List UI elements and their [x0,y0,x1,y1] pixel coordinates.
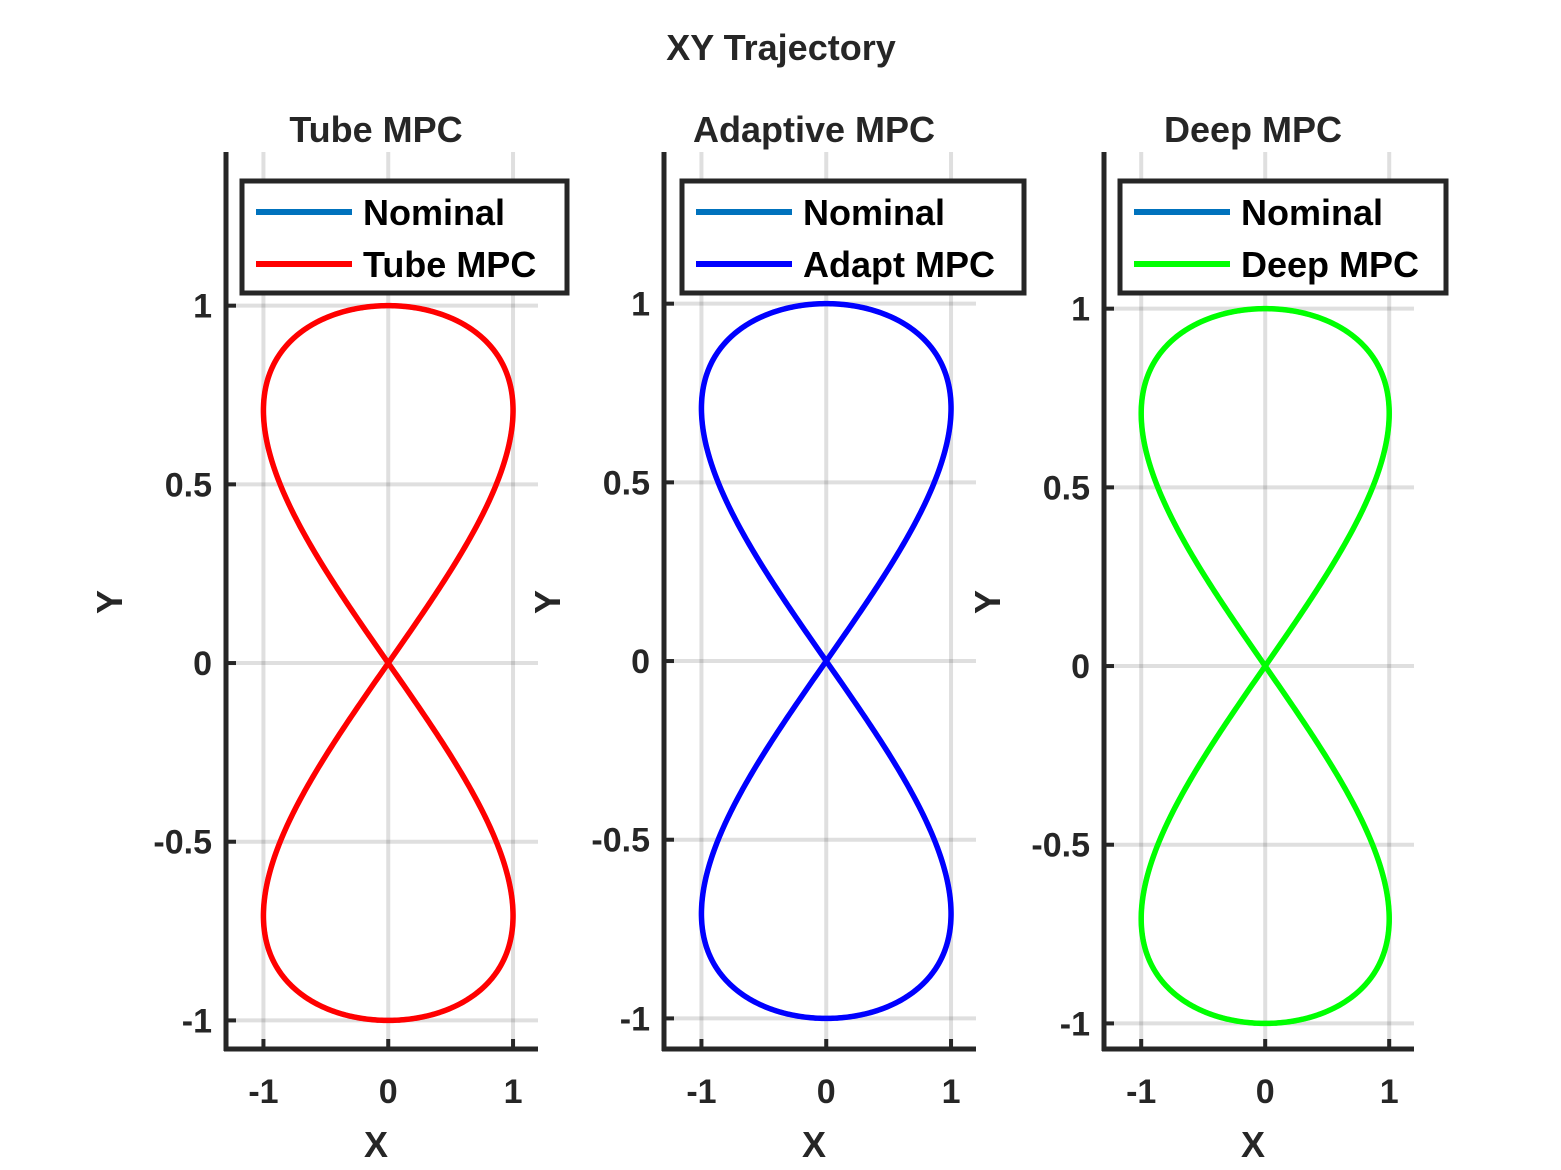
legend: Nominal Tube MPC [239,178,570,296]
legend: Nominal Adapt MPC [679,178,1027,296]
subplot-title: Deep MPC [1164,109,1342,150]
x-tick-label: 0 [1256,1073,1275,1111]
legend-label: Adapt MPC [803,244,995,285]
y-tick-label: 0.5 [1043,469,1090,507]
series-line-adapt-mpc [698,300,954,1022]
legend-label: Deep MPC [1241,244,1419,285]
y-tick-label: -1 [182,1002,212,1040]
legend-label: Tube MPC [363,244,536,285]
legend-label: Nominal [363,192,505,233]
y-tick-label: -0.5 [591,822,650,860]
x-tick-label: -1 [1126,1073,1156,1111]
y-axis-label: Y [967,590,1008,614]
legend-box [1117,178,1449,296]
subplot-title: Tube MPC [289,109,462,150]
y-tick-label: -1 [620,1000,650,1038]
y-tick-label: -1 [1060,1005,1090,1043]
y-tick-label: -0.5 [153,824,212,862]
x-tick-label: 1 [504,1073,523,1111]
y-axis-label: Y [89,590,130,614]
subplot-2: Adaptive MPC -1 0 1 -1 -0.5 0 0.5 1 X Y Nominal Adap… [527,109,1027,1165]
y-tick-label: 0.5 [603,464,650,502]
legend-label: Nominal [803,192,945,233]
x-tick-label: 1 [1380,1073,1399,1111]
x-axis-label: X [1241,1124,1265,1165]
series-line-deep-mpc [1138,305,1392,1027]
subplot-title: Adaptive MPC [693,109,935,150]
legend: Nominal Deep MPC [1117,178,1449,296]
figure-title: XY Trajectory [666,27,895,68]
x-tick-label: -1 [686,1073,716,1111]
x-tick-label: 1 [942,1073,961,1111]
y-axis-label: Y [527,590,568,614]
y-tick-label: -0.5 [1031,827,1090,865]
y-tick-label: 0 [1071,648,1090,686]
y-tick-label: 0 [631,643,650,681]
y-tick-label: 0.5 [165,466,212,504]
x-tick-label: 0 [379,1073,398,1111]
x-axis-label: X [802,1124,826,1165]
y-tick-label: 0 [193,645,212,683]
x-axis-label: X [364,1124,388,1165]
y-tick-label: 1 [1071,291,1090,329]
legend-box [679,178,1027,296]
y-tick-label: 1 [193,288,212,326]
series-line-tube-mpc [260,302,516,1024]
x-tick-label: -1 [248,1073,278,1111]
subplot-3: Deep MPC -1 0 1 -1 -0.5 0 0.5 1 X Y Nominal Deep MPC [967,109,1449,1165]
y-tick-label: 1 [631,286,650,324]
legend-label: Nominal [1241,192,1383,233]
x-tick-label: 0 [817,1073,836,1111]
subplot-1: Tube MPC -1 0 1 -1 -0.5 0 0.5 1 X Y Nominal Tube MPC [89,109,570,1165]
legend-box [239,178,570,296]
